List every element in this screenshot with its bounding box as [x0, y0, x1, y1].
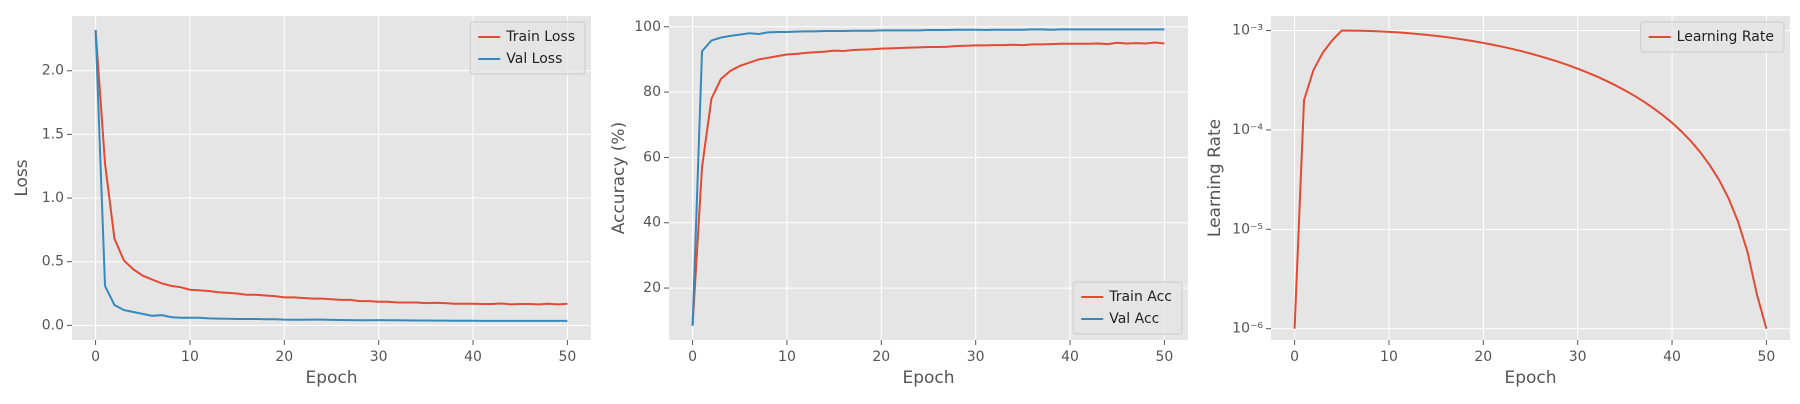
y-axis-label: Loss: [12, 159, 32, 196]
x-tick-label: 50: [558, 349, 576, 365]
y-tick-label: 80: [643, 84, 661, 100]
legend-text: Learning Rate: [1677, 29, 1774, 45]
x-tick-label: 40: [1061, 349, 1079, 365]
line: [1293, 29, 1768, 329]
x-tick-label: 0: [1290, 349, 1299, 365]
line: [691, 41, 1165, 326]
legend-box: [469, 21, 586, 75]
x-tick-label: 30: [967, 349, 985, 365]
legend-text: Train Loss: [505, 29, 575, 45]
line: [691, 28, 1165, 326]
y-tick-label: 0.5: [42, 254, 64, 270]
x-tick-label: 0: [688, 349, 697, 365]
legend-box: [1072, 281, 1183, 335]
y-tick-label: 100: [634, 19, 661, 35]
y-tick-label: 10⁻⁴: [1232, 122, 1263, 138]
y-tick-label: 2.0: [42, 63, 64, 79]
legend-box: [1640, 21, 1785, 53]
y-tick-label: 10⁻³: [1232, 23, 1263, 39]
line: [94, 29, 568, 306]
x-tick-label: 30: [1569, 349, 1587, 365]
y-tick-label: 20: [643, 280, 661, 296]
x-tick-label: 50: [1757, 349, 1775, 365]
x-axis-label: Epoch: [902, 368, 954, 388]
line: [94, 29, 568, 322]
legend-text: Val Loss: [506, 51, 562, 67]
x-tick-label: 10: [778, 349, 796, 365]
legend: Learning Rate: [1640, 21, 1785, 53]
plot-area: [1271, 16, 1790, 340]
x-tick-label: 20: [275, 349, 293, 365]
x-tick-label: 40: [464, 349, 482, 365]
x-tick-label: 20: [872, 349, 890, 365]
y-tick-label: 40: [643, 215, 661, 231]
y-tick-label: 10⁻⁶: [1232, 321, 1263, 337]
y-tick-label: 1.0: [42, 190, 64, 206]
x-tick-label: 20: [1474, 349, 1492, 365]
legend-text: Val Acc: [1109, 311, 1159, 327]
x-tick-label: 10: [181, 349, 199, 365]
y-tick-label: 60: [643, 149, 661, 165]
x-tick-label: 30: [370, 349, 388, 365]
legend: Train Loss Val Loss: [469, 21, 586, 75]
x-tick-label: 50: [1155, 349, 1173, 365]
legend: Train Acc Val Acc: [1072, 281, 1183, 335]
y-tick-label: 10⁻⁵: [1232, 221, 1263, 237]
y-axis-label: Learning Rate: [1205, 119, 1225, 237]
x-tick-label: 40: [1663, 349, 1681, 365]
y-tick-label: 1.5: [42, 126, 64, 142]
x-axis-label: Epoch: [305, 368, 357, 388]
x-tick-label: 0: [91, 349, 100, 365]
legend-text: Train Acc: [1108, 289, 1172, 305]
y-tick-label: 0.0: [42, 317, 64, 333]
x-tick-label: 10: [1380, 349, 1398, 365]
x-axis-label: Epoch: [1504, 368, 1556, 388]
y-axis-label: Accuracy (%): [609, 122, 629, 234]
